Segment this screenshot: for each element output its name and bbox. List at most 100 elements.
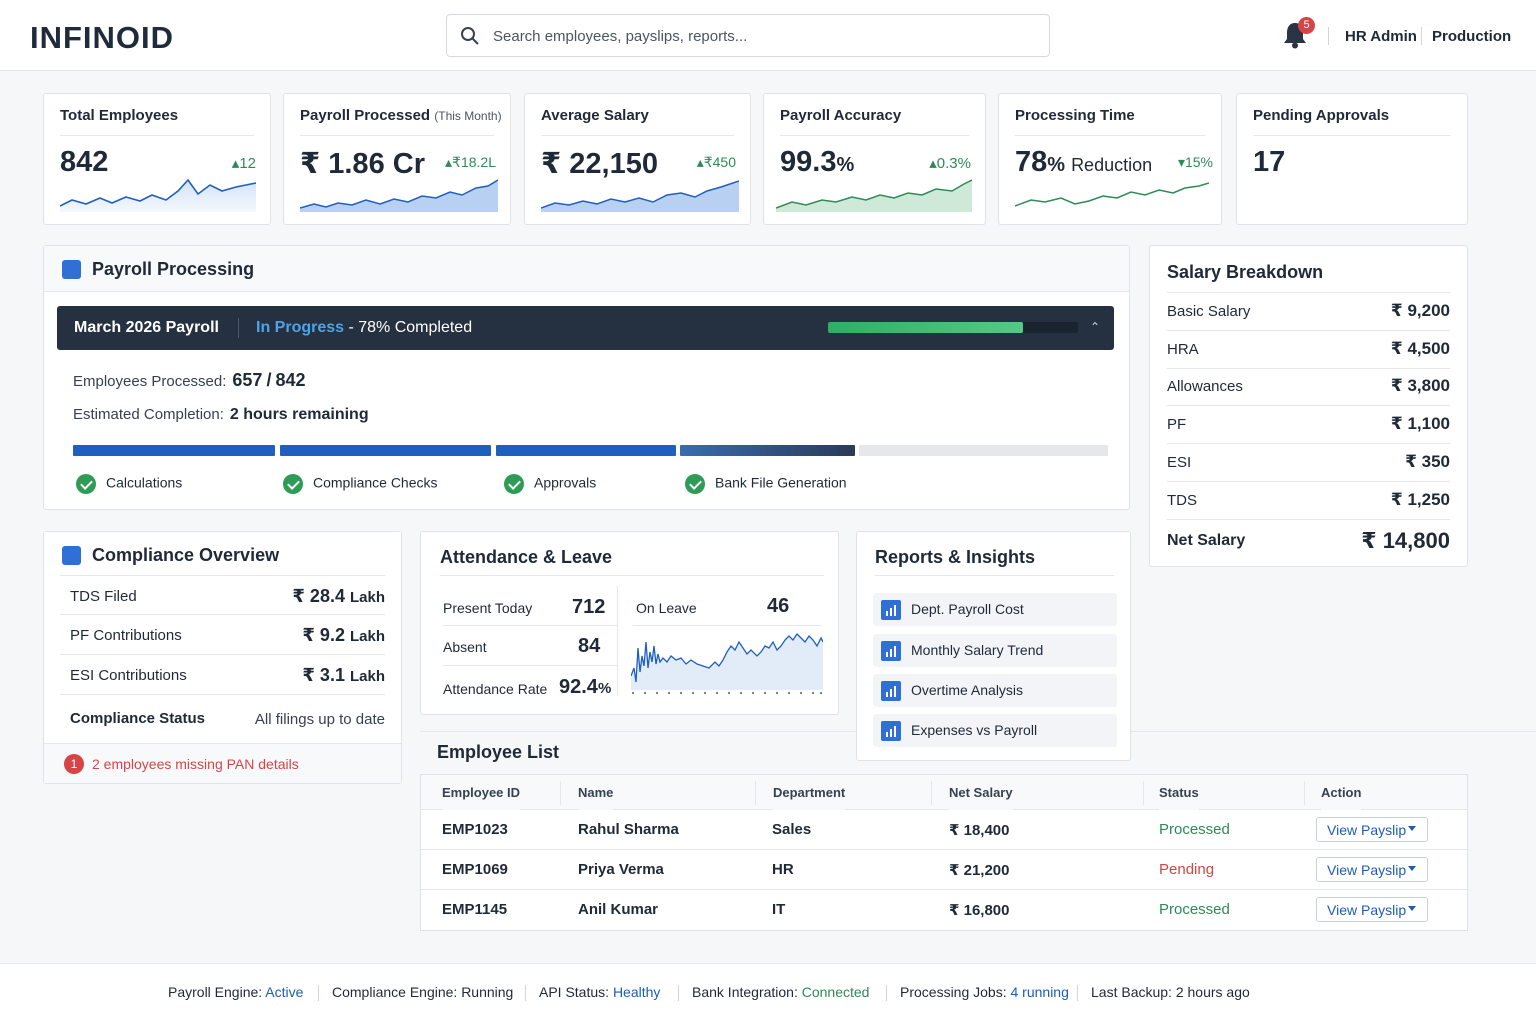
column-divider: [1304, 781, 1305, 805]
up-arrow-icon: ▴: [445, 154, 453, 170]
attendance-leave-panel: Attendance & Leave Present Today 712 Abs…: [420, 531, 839, 715]
net-salary-value: ₹ 14,800: [1361, 528, 1450, 553]
table-row[interactable]: EMP1145 Anil Kumar IT ₹ 16,800 Processed…: [421, 890, 1467, 930]
footer-value: Connected: [801, 984, 870, 1000]
button-label: View Payslip: [1327, 901, 1407, 918]
search-box[interactable]: [446, 14, 1050, 57]
kpi-card-average-salary[interactable]: Average Salary ₹ 22,150 ▴₹450: [524, 93, 751, 225]
employee-id: EMP1069: [442, 861, 508, 878]
report-link-expenses-vs-payroll[interactable]: Expenses vs Payroll: [873, 714, 1117, 747]
net-salary-row: Net Salary ₹ 14,800: [1167, 520, 1450, 562]
footer-label: API Status:: [539, 984, 610, 1000]
column-divider: [1143, 781, 1144, 805]
table-row[interactable]: EMP1023 Rahul Sharma Sales ₹ 18,400 Proc…: [421, 810, 1467, 850]
user-menu[interactable]: HR Admin: [1345, 28, 1417, 45]
kpi-delta-value: 15%: [1184, 154, 1213, 170]
top-bar: INFINOID 5 HR Admin Production: [0, 0, 1536, 71]
divider: [541, 135, 734, 136]
employees-total: 842: [275, 370, 306, 390]
divider: [780, 135, 969, 136]
notifications-button[interactable]: 5: [1281, 17, 1315, 51]
view-payslip-button[interactable]: View Payslip: [1316, 817, 1428, 842]
footer-value: Healthy: [612, 984, 661, 1000]
compliance-status-value: All filings up to date: [254, 711, 385, 728]
report-link-overtime-analysis[interactable]: Overtime Analysis: [873, 674, 1117, 707]
kpi-card-payroll-accuracy[interactable]: Payroll Accuracy 99.3% ▴0.3%: [763, 93, 986, 225]
step-bank-file-generation: Bank File Generation: [685, 474, 847, 496]
currency-symbol: ₹: [541, 148, 562, 180]
kpi-value: 99.3%: [780, 146, 854, 179]
footer-value: Running: [461, 984, 514, 1000]
report-link-dept-payroll-cost[interactable]: Dept. Payroll Cost: [873, 593, 1117, 626]
panel-title: Attendance & Leave: [440, 547, 613, 567]
report-label: Monthly Salary Trend: [911, 642, 1044, 658]
salary-row: Allowances ₹ 3,800: [1167, 368, 1450, 406]
compliance-value: ₹ 3.1 Lakh: [302, 665, 385, 686]
completion-text: - 78% Completed: [344, 319, 473, 336]
footer-divider: [1077, 985, 1078, 1001]
environment-switcher[interactable]: Production: [1432, 28, 1512, 45]
step-segment: [859, 445, 1108, 456]
column-divider: [931, 781, 932, 805]
check-circle-icon: [685, 474, 705, 494]
caret-down-icon: [1408, 866, 1416, 871]
slash: /: [266, 370, 272, 390]
status-badge: Processed: [1159, 821, 1230, 838]
kpi-value-number: 78: [1015, 146, 1048, 178]
column-header-net-salary[interactable]: Net Salary: [949, 775, 1013, 810]
salary-row: PF ₹ 1,100: [1167, 406, 1450, 444]
salary-label: TDS: [1167, 492, 1197, 509]
check-circle-icon: [283, 474, 303, 494]
kpi-value: 78% Reduction: [1015, 146, 1152, 179]
table-row[interactable]: EMP1069 Priya Verma HR ₹ 21,200 Pending …: [421, 850, 1467, 890]
kpi-delta-value: 0.3%: [936, 155, 971, 172]
payroll-run-bar[interactable]: March 2026 Payroll In Progress - 78% Com…: [57, 306, 1114, 350]
app-logo[interactable]: INFINOID: [30, 20, 175, 55]
salary-value: ₹ 350: [1405, 452, 1450, 471]
amount: ₹ 3.1: [302, 665, 345, 685]
column-header-department[interactable]: Department: [773, 775, 846, 810]
column-header-action: Action: [1321, 775, 1362, 810]
column-header-employee-id[interactable]: Employee ID: [442, 775, 521, 810]
panel-title: Compliance Overview: [92, 545, 280, 565]
notification-badge: 5: [1298, 17, 1315, 34]
status-text: In Progress: [256, 319, 345, 336]
kpi-title: Total Employees: [60, 107, 179, 124]
employees-processed-count: 657: [232, 370, 263, 390]
footer-label: Last Backup:: [1091, 984, 1172, 1000]
column-header-name[interactable]: Name: [578, 775, 614, 810]
employee-department: HR: [772, 861, 794, 878]
on-leave-value: 46: [767, 595, 790, 617]
attendance-trend-chart: [631, 632, 823, 694]
button-label: View Payslip: [1327, 861, 1407, 878]
kpi-card-processing-time[interactable]: Processing Time 78% Reduction ▾15%: [998, 93, 1222, 225]
kpi-card-total-employees[interactable]: Total Employees 842 ▴12: [43, 93, 271, 225]
report-link-monthly-salary-trend[interactable]: Monthly Salary Trend: [873, 634, 1117, 667]
sparkline: [1015, 182, 1209, 207]
view-payslip-button[interactable]: View Payslip: [1316, 897, 1428, 922]
header-divider: [1328, 27, 1329, 45]
footer-payroll-engine: Payroll Engine: Active: [168, 984, 303, 1000]
chevron-up-icon[interactable]: ⌃: [1090, 320, 1101, 334]
chart-icon: [62, 260, 81, 279]
search-input[interactable]: [493, 24, 1033, 48]
salary-label: Basic Salary: [1167, 303, 1251, 320]
kpi-delta-value: ₹450: [703, 154, 736, 170]
unit: Lakh: [349, 589, 385, 606]
kpi-delta: ▴₹450: [697, 154, 736, 171]
salary-label: HRA: [1167, 341, 1199, 358]
view-payslip-button[interactable]: View Payslip: [1316, 857, 1428, 882]
kpi-delta: ▴12: [232, 154, 256, 172]
unit: Lakh: [349, 668, 385, 685]
attendance-rate-label: Attendance Rate: [443, 681, 548, 697]
kpi-card-pending-approvals[interactable]: Pending Approvals 17: [1236, 93, 1468, 225]
employee-department: Sales: [772, 821, 812, 838]
caret-down-icon: [1408, 826, 1416, 831]
compliance-alert[interactable]: 1 2 employees missing PAN details: [44, 743, 401, 783]
kpi-delta: ▴0.3%: [929, 154, 971, 172]
column-header-status[interactable]: Status: [1159, 775, 1199, 810]
net-salary-label: Net Salary: [1167, 532, 1246, 549]
kpi-card-payroll-processed[interactable]: Payroll Processed (This Month) ₹ 1.86 Cr…: [283, 93, 511, 225]
salary-row: TDS ₹ 1,250: [1167, 482, 1450, 520]
payroll-run-status: In Progress - 78% Completed: [256, 319, 472, 337]
